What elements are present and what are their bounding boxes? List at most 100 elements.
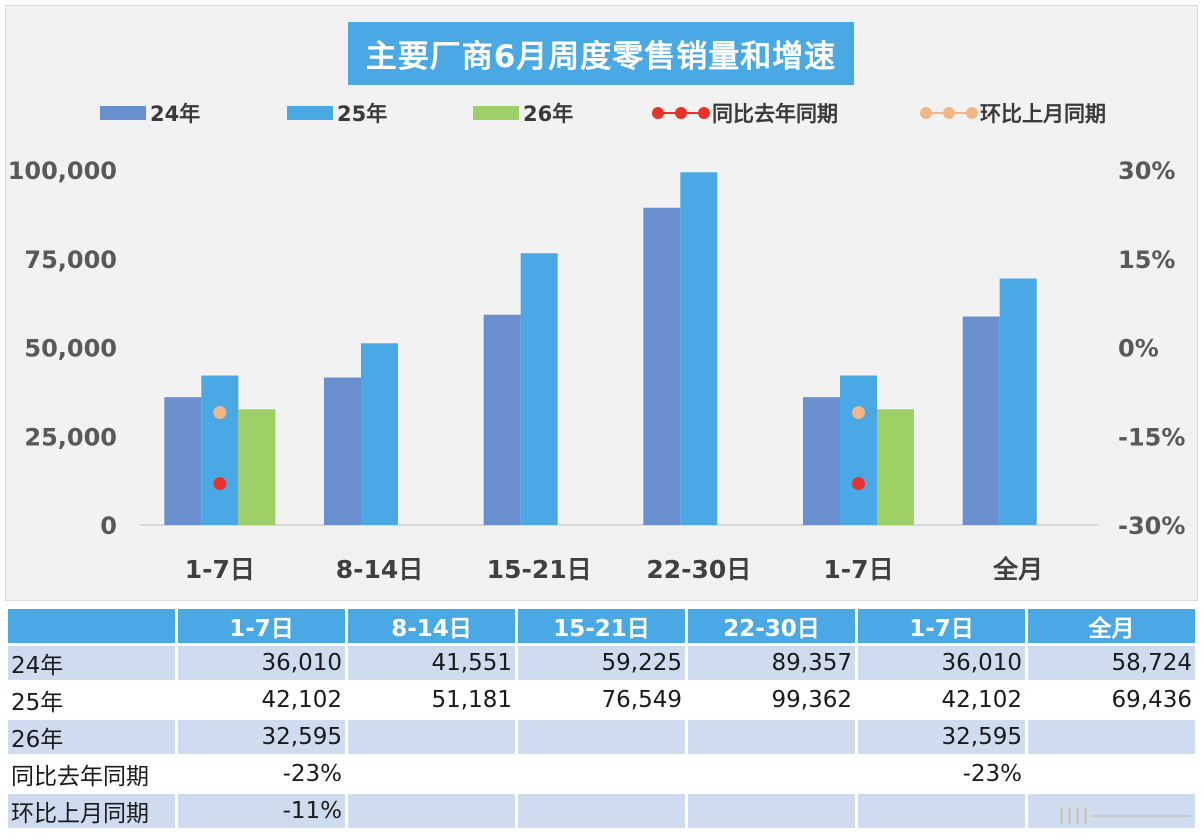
table-row-label: 环比上月同期 <box>8 794 175 828</box>
legend-label-26: 26年 <box>523 102 574 126</box>
bar <box>643 207 681 525</box>
table-row-label: 26年 <box>8 720 175 754</box>
table-cell <box>1028 757 1195 791</box>
legend-item-yoy: 同比去年同期 <box>652 96 838 130</box>
line-point <box>213 477 227 491</box>
line-point <box>852 406 865 420</box>
line-point <box>852 477 865 491</box>
y2-tick-label: -30% <box>1118 512 1185 540</box>
bar <box>840 375 877 525</box>
table-cell: 32,595 <box>178 720 345 754</box>
bar <box>680 172 718 525</box>
legend-item-mom: 环比上月同期 <box>920 96 1106 130</box>
table-cell <box>348 720 515 754</box>
bar <box>361 343 398 525</box>
x-tick-label: 22-30日 <box>646 555 751 584</box>
table-col-header: 1-7日 <box>858 609 1025 643</box>
table-cell: 76,549 <box>518 683 685 717</box>
x-tick-label: 8-14日 <box>336 555 424 584</box>
x-tick-label: 1-7日 <box>185 555 255 584</box>
table-row: 24年 36,010 41,551 59,225 89,357 36,010 5… <box>8 646 1195 680</box>
bar <box>803 397 840 525</box>
data-table: 1-7日 8-14日 15-21日 22-30日 1-7日 全月 24年 36,… <box>5 606 1198 831</box>
table-cell <box>858 794 1025 828</box>
y2-tick-label: -15% <box>1118 423 1185 451</box>
table-header-row: 1-7日 8-14日 15-21日 22-30日 1-7日 全月 <box>8 609 1195 643</box>
legend-label-mom: 环比上月同期 <box>980 102 1106 126</box>
legend-item-25: 25年 <box>287 96 387 130</box>
legend-line-mom <box>920 106 978 120</box>
y-tick-label: 50,000 <box>24 335 117 363</box>
table-cell: 32,595 <box>858 720 1025 754</box>
table-row: 25年 42,102 51,181 76,549 99,362 42,102 6… <box>8 683 1195 717</box>
legend-swatch-26 <box>473 106 519 120</box>
y-tick-label: 100,000 <box>8 157 117 185</box>
table-row: 26年 32,595 32,595 <box>8 720 1195 754</box>
y2-tick-label: 0% <box>1118 335 1159 363</box>
table-cell: -23% <box>858 757 1025 791</box>
table-cell <box>688 794 855 828</box>
table-cell: 99,362 <box>688 683 855 717</box>
table-cell: -11% <box>178 794 345 828</box>
bar <box>164 397 202 525</box>
legend-label-24: 24年 <box>150 102 201 126</box>
chart-legend: 24年 25年 26年 同比去年同期 环比上月同期 <box>0 96 1204 130</box>
table-cell: 51,181 <box>348 683 515 717</box>
legend-line-yoy <box>652 106 710 120</box>
legend-label-yoy: 同比去年同期 <box>712 102 838 126</box>
table-cell: 36,010 <box>858 646 1025 680</box>
y-tick-label: 25,000 <box>24 423 117 451</box>
table-row: 同比去年同期 -23% -23% <box>8 757 1195 791</box>
table-col-header: 8-14日 <box>348 609 515 643</box>
table-cell: 42,102 <box>858 683 1025 717</box>
table-cell: 41,551 <box>348 646 515 680</box>
table-cell <box>348 757 515 791</box>
chart-title: 主要厂商6月周度零售销量和增速 <box>348 22 854 85</box>
table-cell <box>688 757 855 791</box>
table-col-header: 全月 <box>1028 609 1195 643</box>
table-row-label: 同比去年同期 <box>8 757 175 791</box>
watermark <box>1060 806 1190 826</box>
table-corner <box>8 609 175 643</box>
x-tick-label: 全月 <box>992 555 1043 584</box>
legend-item-26: 26年 <box>473 96 573 130</box>
bar <box>238 409 276 525</box>
y2-tick-label: 30% <box>1118 157 1175 185</box>
table-row-label: 25年 <box>8 683 175 717</box>
bar <box>324 377 361 525</box>
table-cell: 89,357 <box>688 646 855 680</box>
legend-label-25: 25年 <box>337 102 388 126</box>
y2-tick-label: 15% <box>1118 246 1175 274</box>
table-cell <box>518 794 685 828</box>
bar <box>999 278 1037 525</box>
table-col-header: 15-21日 <box>518 609 685 643</box>
y-tick-label: 75,000 <box>24 246 117 274</box>
table-cell: 59,225 <box>518 646 685 680</box>
bar <box>201 375 239 525</box>
table-cell <box>1028 720 1195 754</box>
table-cell <box>518 720 685 754</box>
table-cell <box>688 720 855 754</box>
line-point <box>213 406 227 420</box>
table-col-header: 22-30日 <box>688 609 855 643</box>
table-cell <box>518 757 685 791</box>
table-cell: 36,010 <box>178 646 345 680</box>
y-tick-label: 0 <box>100 512 117 540</box>
legend-swatch-24 <box>100 106 146 120</box>
table-row-label: 24年 <box>8 646 175 680</box>
table-row: 环比上月同期 -11% <box>8 794 1195 828</box>
table-cell: 58,724 <box>1028 646 1195 680</box>
table-cell: 69,436 <box>1028 683 1195 717</box>
bar <box>483 314 521 525</box>
chart-plot: 0 25,000 50,000 75,000 100,000 -30% -15% 0% 15% 3… <box>8 157 1186 584</box>
table-cell: 42,102 <box>178 683 345 717</box>
table-cell: -23% <box>178 757 345 791</box>
legend-swatch-25 <box>287 106 333 120</box>
bar <box>877 409 914 525</box>
x-tick-label: 15-21日 <box>487 555 592 584</box>
table-cell <box>1028 794 1195 828</box>
table-cell <box>348 794 515 828</box>
bar <box>962 316 1000 525</box>
table-col-header: 1-7日 <box>178 609 345 643</box>
legend-item-24: 24年 <box>100 96 200 130</box>
